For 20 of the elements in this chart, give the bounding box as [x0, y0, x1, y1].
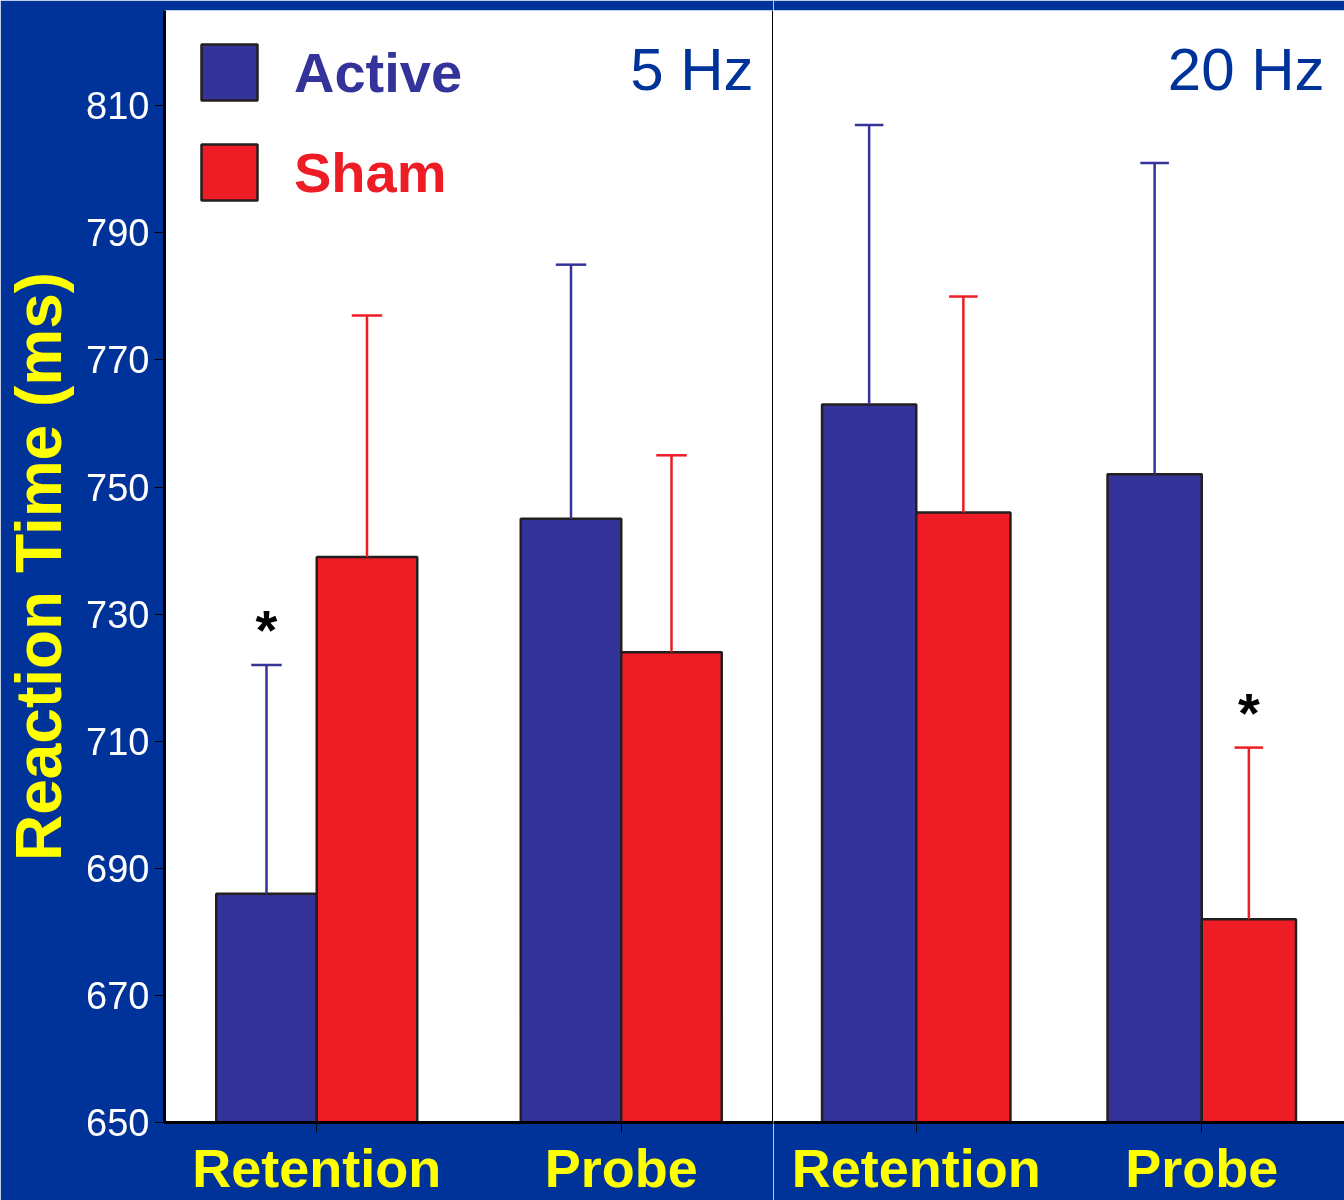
legend-label: Active	[294, 39, 463, 105]
y-tick-label: 710	[86, 720, 150, 763]
y-tick-label: 750	[86, 466, 150, 509]
x-tick-label: Retention	[791, 1137, 1041, 1198]
annotation: 20 Hz	[1167, 35, 1325, 103]
annotation: 5 Hz	[630, 35, 754, 103]
y-tick-label: 770	[86, 339, 150, 382]
y-axis-title: Reaction Time (ms)	[3, 271, 76, 862]
y-tick-label: 650	[86, 1102, 150, 1144]
y-tick-label: 670	[86, 974, 150, 1017]
x-tick-label: Probe	[544, 1137, 698, 1198]
y-tick-label: 690	[86, 847, 150, 890]
x-tick-label: Probe	[1125, 1137, 1279, 1198]
legend-label: Sham	[294, 139, 447, 205]
annotation: *	[255, 597, 278, 661]
x-tick-label: Retention	[192, 1137, 442, 1198]
y-tick-label: 790	[86, 212, 150, 255]
annotation: *	[1237, 680, 1260, 744]
y-tick-label: 810	[86, 85, 150, 128]
y-tick-label: 730	[86, 593, 150, 636]
